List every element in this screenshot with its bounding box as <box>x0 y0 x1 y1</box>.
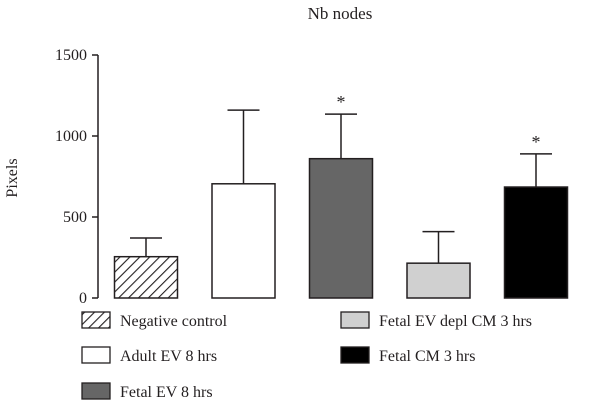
y-tick-label-0: 0 <box>79 290 87 307</box>
chart-title: Nb nodes <box>308 4 373 23</box>
legend-swatch-5 <box>340 346 370 364</box>
y-tick-label-500: 500 <box>63 209 87 226</box>
bar-1 <box>113 255 179 299</box>
y-tick-label-1000: 1000 <box>55 128 87 145</box>
y-tick-label-1500: 1500 <box>55 47 87 64</box>
bars-group: ** <box>113 92 569 299</box>
legend-swatch-4 <box>340 311 370 329</box>
bar-3 <box>308 157 374 299</box>
bar-4 <box>406 262 471 299</box>
significance-marker-5: * <box>532 132 541 152</box>
y-axis: 0 500 1000 1500 <box>55 47 99 307</box>
significance-marker-3: * <box>337 92 346 112</box>
legend-label-1: Negative control <box>120 313 228 330</box>
legend-swatch-1 <box>81 311 111 329</box>
legend: Negative control Adult EV 8 hrs Fetal EV 8… <box>81 311 532 401</box>
bar-2 <box>211 183 276 299</box>
y-axis-label: Pixels <box>4 158 21 197</box>
legend-swatch-3 <box>81 382 111 400</box>
legend-label-3: Fetal EV 8 hrs <box>120 384 213 401</box>
legend-label-4: Fetal EV depl CM 3 hrs <box>379 313 532 330</box>
legend-swatch-2 <box>81 346 111 364</box>
bar-5 <box>503 186 569 299</box>
legend-label-5: Fetal CM 3 hrs <box>379 348 475 365</box>
legend-label-2: Adult EV 8 hrs <box>120 348 217 365</box>
